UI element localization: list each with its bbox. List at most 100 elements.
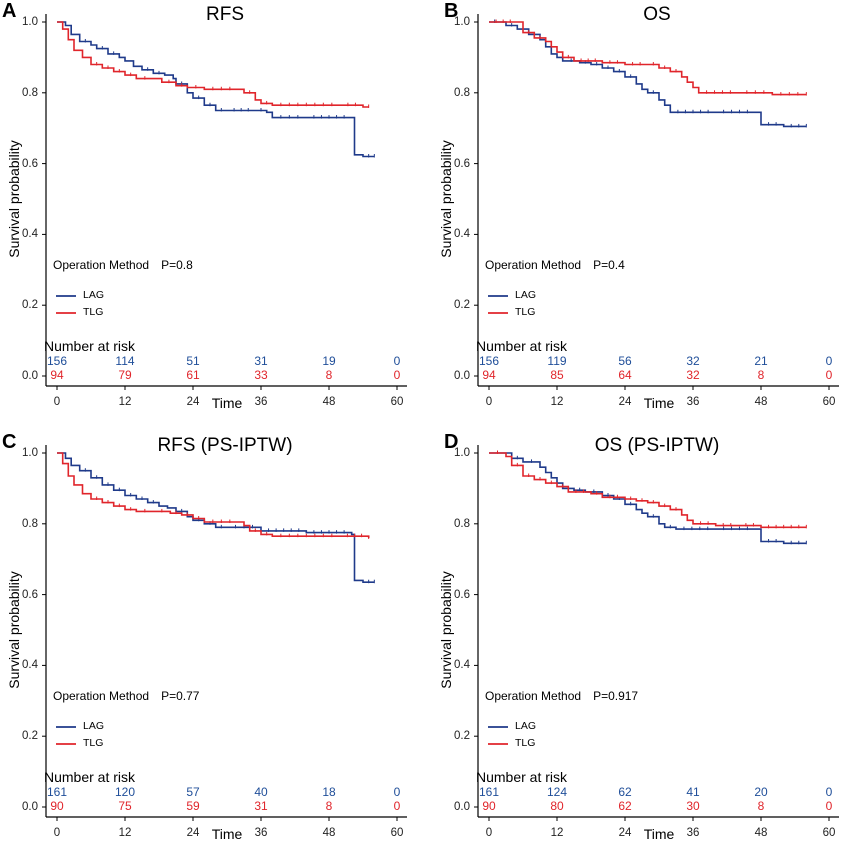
x-tick-label: 60: [822, 396, 836, 408]
x-tick-label: 12: [118, 827, 132, 839]
at-risk-lag: 56: [618, 354, 632, 368]
x-tick-label: 0: [485, 827, 493, 839]
y-tick-label: 0.0: [22, 801, 38, 813]
panel-letter: B: [444, 0, 459, 22]
at-risk-lag: 156: [46, 354, 68, 368]
y-tick-label: 1.0: [22, 447, 38, 459]
legend-item-lag: LAG: [515, 720, 537, 732]
legend-item-lag: LAG: [515, 289, 537, 301]
km-plot-area: [474, 445, 839, 821]
at-risk-tlg: 59: [186, 799, 200, 813]
y-tick-label: 0.2: [22, 730, 38, 743]
at-risk-tlg: 31: [254, 799, 268, 813]
y-tick-label: 0.8: [22, 86, 38, 99]
legend-item-tlg: TLG: [83, 306, 104, 318]
at-risk-tlg: 0: [825, 368, 833, 382]
at-risk-lag: 41: [686, 785, 700, 799]
km-curve-lag: [489, 452, 807, 545]
panel-letter: A: [2, 0, 17, 22]
legend-item-lag: LAG: [83, 289, 105, 301]
at-risk-tlg: 8: [757, 799, 765, 813]
number-at-risk-title: Number at risk: [44, 769, 136, 785]
at-risk-lag: 161: [46, 785, 68, 799]
at-risk-tlg: 90: [482, 799, 496, 813]
x-tick-label: 36: [686, 396, 700, 408]
at-risk-tlg: 30: [686, 799, 700, 813]
km-curve-lag: [489, 21, 807, 128]
km-curve-tlg: [57, 452, 370, 538]
legend-item-lag: LAG: [83, 720, 105, 732]
legend-title: Operation Method P=0.4: [485, 258, 625, 272]
km-plot-area: [474, 14, 839, 390]
km-curve-lag: [57, 21, 375, 158]
legend-title: Operation Method P=0.77: [53, 689, 199, 703]
chart-panel-b: B OS Survival probability Time Operation…: [432, 0, 864, 431]
y-tick-label: 0.2: [454, 730, 470, 743]
at-risk-lag: 62: [618, 785, 632, 799]
y-tick-label: 1.0: [454, 447, 470, 459]
at-risk-lag: 156: [478, 354, 500, 368]
at-risk-lag: 0: [393, 354, 401, 368]
y-tick-label: 1.0: [454, 16, 470, 28]
panel-letter: C: [2, 431, 17, 453]
x-tick-label: 48: [322, 396, 336, 408]
x-axis-label: Time: [211, 395, 243, 411]
chart-panel-d: D OS (PS-IPTW) Survival probability Time…: [432, 431, 864, 862]
y-tick-label: 0.8: [22, 517, 38, 530]
number-at-risk-title: Number at risk: [44, 338, 136, 354]
at-risk-lag: 57: [186, 785, 200, 799]
legend-item-tlg: TLG: [515, 737, 536, 749]
x-tick-label: 0: [53, 827, 61, 839]
y-tick-label: 0.6: [454, 157, 470, 170]
y-tick-label: 0.0: [454, 801, 470, 813]
y-tick-label: 0.0: [22, 370, 38, 382]
chart-panel-a: A RFS Survival probability Time Operatio…: [0, 0, 432, 431]
x-tick-label: 24: [186, 827, 200, 839]
km-curve-tlg: [489, 21, 807, 96]
at-risk-lag: 114: [115, 354, 135, 368]
y-tick-label: 0.4: [454, 228, 470, 241]
at-risk-tlg: 62: [618, 799, 632, 813]
chart-title: OS: [643, 4, 671, 25]
y-tick-label: 0.6: [22, 157, 38, 170]
at-risk-tlg: 32: [686, 368, 700, 382]
at-risk-lag: 32: [686, 354, 700, 368]
km-plot-area: [42, 445, 407, 821]
at-risk-lag: 31: [254, 354, 268, 368]
at-risk-tlg: 0: [825, 799, 833, 813]
at-risk-lag: 21: [754, 354, 768, 368]
x-axis-label: Time: [643, 395, 675, 411]
y-tick-label: 0.0: [454, 370, 470, 382]
x-axis-label: Time: [643, 826, 675, 842]
at-risk-tlg: 90: [50, 799, 64, 813]
at-risk-lag: 161: [478, 785, 500, 799]
x-axis-label: Time: [211, 826, 243, 842]
x-tick-label: 12: [550, 396, 564, 408]
km-plot-area: [42, 14, 407, 390]
at-risk-tlg: 0: [393, 368, 401, 382]
y-tick-label: 0.2: [22, 299, 38, 312]
x-tick-label: 24: [618, 827, 632, 839]
at-risk-tlg: 0: [393, 799, 401, 813]
x-tick-label: 48: [754, 827, 768, 839]
at-risk-lag: 0: [825, 354, 833, 368]
x-tick-label: 12: [550, 827, 564, 839]
number-at-risk-title: Number at risk: [476, 338, 568, 354]
at-risk-tlg: 8: [325, 368, 333, 382]
at-risk-tlg: 8: [325, 799, 333, 813]
x-tick-label: 0: [485, 396, 493, 408]
legend-title-text: Operation Method: [53, 689, 150, 703]
at-risk-tlg: 85: [550, 368, 564, 382]
at-risk-tlg: 8: [757, 368, 765, 382]
at-risk-tlg: 94: [50, 368, 64, 382]
y-tick-label: 0.2: [454, 299, 470, 312]
x-tick-label: 60: [390, 827, 404, 839]
at-risk-lag: 0: [393, 785, 401, 799]
at-risk-lag: 19: [322, 354, 336, 368]
y-tick-label: 0.6: [454, 588, 470, 601]
x-tick-label: 36: [254, 396, 268, 408]
at-risk-lag: 51: [186, 354, 200, 368]
at-risk-lag: 18: [322, 785, 336, 799]
x-tick-label: 24: [186, 396, 200, 408]
chart-title: RFS (PS-IPTW): [157, 435, 293, 456]
